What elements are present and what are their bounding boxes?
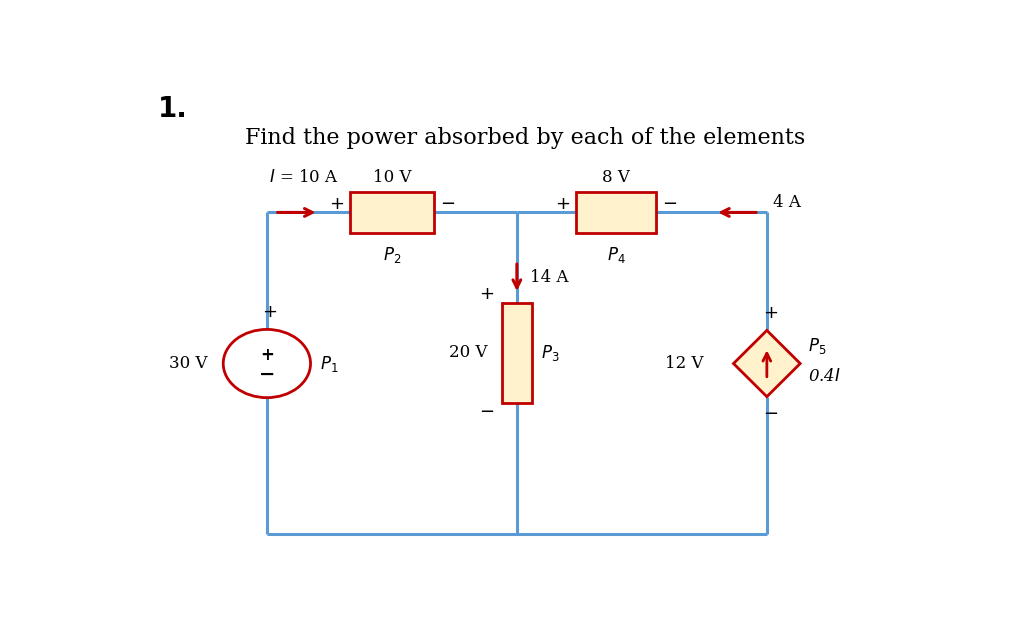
Text: 20 V: 20 V <box>449 344 487 361</box>
Polygon shape <box>733 330 800 397</box>
Text: +: + <box>555 195 570 213</box>
Text: 1.: 1. <box>158 96 188 123</box>
Ellipse shape <box>223 329 310 398</box>
Bar <box>502 303 531 403</box>
Text: 10 V: 10 V <box>373 168 411 185</box>
Text: 4 A: 4 A <box>773 194 801 211</box>
Text: +: + <box>260 346 273 364</box>
Text: $P_2$: $P_2$ <box>383 246 401 265</box>
Text: +: + <box>763 304 778 322</box>
Text: +: + <box>479 285 494 303</box>
Text: −: − <box>440 195 455 213</box>
Text: 14 A: 14 A <box>529 269 568 285</box>
Text: 30 V: 30 V <box>169 355 207 372</box>
Text: −: − <box>479 403 494 422</box>
Text: 12 V: 12 V <box>665 355 703 372</box>
Text: +: + <box>262 303 276 321</box>
Text: $P_4$: $P_4$ <box>606 246 626 265</box>
Text: −: − <box>663 195 677 213</box>
Text: 8 V: 8 V <box>602 168 630 185</box>
Bar <box>350 192 433 233</box>
Text: $P_5$: $P_5$ <box>808 336 826 356</box>
Text: $P_3$: $P_3$ <box>542 342 560 363</box>
Text: −: − <box>259 365 275 384</box>
Text: $I$ = 10 A: $I$ = 10 A <box>269 168 339 185</box>
Text: +: + <box>329 195 344 213</box>
Text: $P_1$: $P_1$ <box>321 354 339 373</box>
Text: −: − <box>763 406 778 423</box>
Text: 0.4$I$: 0.4$I$ <box>808 368 841 385</box>
Bar <box>577 192 655 233</box>
Text: Find the power absorbed by each of the elements: Find the power absorbed by each of the e… <box>245 127 805 149</box>
